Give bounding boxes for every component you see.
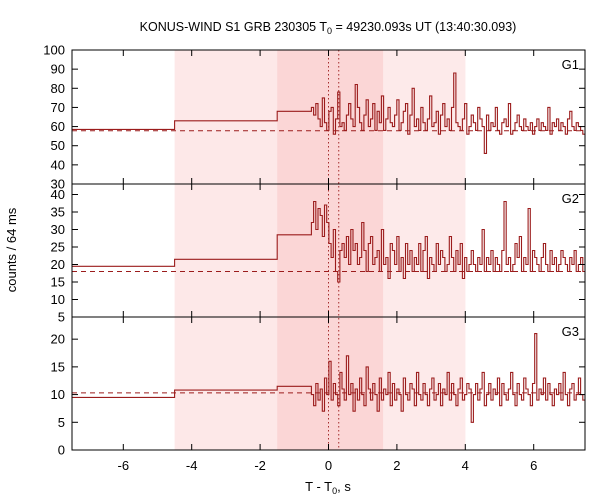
y-tick-label: 0 xyxy=(58,443,65,458)
y-tick-label: 100 xyxy=(43,43,65,58)
y-tick-label: 30 xyxy=(51,222,65,237)
x-tick-label: -6 xyxy=(118,458,130,473)
y-tick-label: 15 xyxy=(51,359,65,374)
y-tick-label: 10 xyxy=(51,292,65,307)
x-tick-label: 0 xyxy=(325,458,332,473)
y-tick-label: 35 xyxy=(51,205,65,220)
shaded-region-1 xyxy=(277,50,384,450)
lightcurve-g3 xyxy=(72,333,585,423)
y-tick-label: 20 xyxy=(51,332,65,347)
x-tick-label: 6 xyxy=(530,458,537,473)
x-tick-label: 2 xyxy=(393,458,400,473)
y-tick-label: 5 xyxy=(58,310,65,325)
lightcurve-g2 xyxy=(72,200,585,283)
x-tick-label: 4 xyxy=(462,458,469,473)
y-tick-label: 25 xyxy=(51,240,65,255)
panel-label-g2: G2 xyxy=(562,191,579,206)
y-tick-label: 20 xyxy=(51,257,65,272)
chart-title: KONUS-WIND S1 GRB 230305 T0 = 49230.093s… xyxy=(140,20,517,36)
chart-title-subscript: 0 xyxy=(327,26,332,36)
y-tick-label: 40 xyxy=(51,157,65,172)
x-axis-label: T - T0, s xyxy=(305,479,351,496)
y-tick-label: 70 xyxy=(51,100,65,115)
y-tick-label: 50 xyxy=(51,138,65,153)
lightcurve-g1 xyxy=(72,72,585,154)
y-tick-label: 40 xyxy=(51,187,65,202)
x-tick-label: -2 xyxy=(254,458,266,473)
y-tick-label: 15 xyxy=(51,275,65,290)
y-tick-label: 80 xyxy=(51,81,65,96)
y-tick-label: 30 xyxy=(51,177,65,192)
panel-g3: 0 5 10 15 20 G3 xyxy=(51,316,586,458)
panel-label-g1: G1 xyxy=(562,57,579,72)
y-tick-label: 90 xyxy=(51,62,65,77)
x-axis-label-subscript: 0 xyxy=(332,486,337,496)
y-tick-label: 60 xyxy=(51,119,65,134)
y-tick-label: 10 xyxy=(51,387,65,402)
chart-title-rest: = 49230.093s UT (13:40:30.093) xyxy=(332,20,516,34)
x-axis-label-rest: , s xyxy=(337,479,351,494)
y-tick-label: 5 xyxy=(58,415,65,430)
x-tick-label: -4 xyxy=(186,458,198,473)
panel-label-g3: G3 xyxy=(562,324,579,339)
y-axis-label: counts / 64 ms xyxy=(4,207,19,292)
